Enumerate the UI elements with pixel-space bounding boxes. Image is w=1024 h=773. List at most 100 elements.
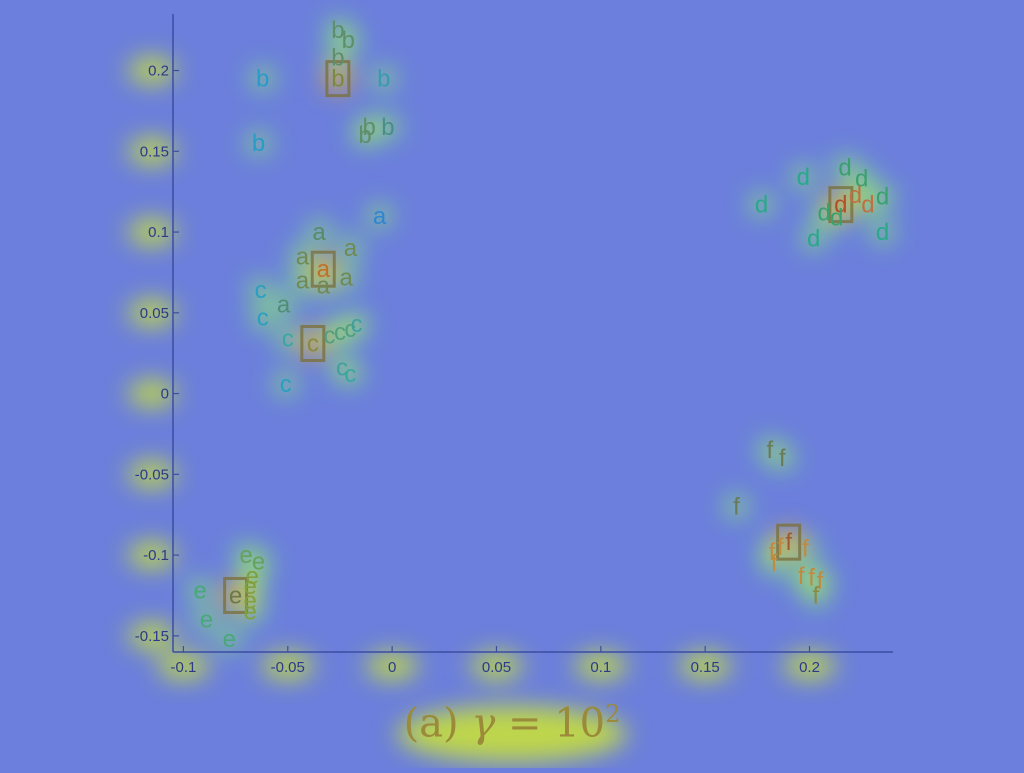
heat-blob (298, 329, 327, 358)
point-label-c: c (336, 355, 348, 382)
heat-blob (128, 218, 176, 247)
heat-blob (727, 497, 746, 516)
heat-blob (339, 30, 358, 49)
point-label-e: e (239, 542, 252, 569)
y-tick-label: -0.05 (135, 466, 169, 483)
point-label-d: d (849, 182, 862, 209)
highlight-box (776, 523, 802, 561)
heat-blob (278, 329, 297, 348)
x-tick-label: 0.05 (482, 659, 511, 676)
point-label-d: d (830, 205, 843, 232)
heat-blob (804, 229, 823, 248)
point-label-c: c (351, 311, 363, 338)
heat-blob (293, 247, 312, 266)
point-label-f: f (812, 582, 819, 609)
point-label-b: b (362, 114, 375, 141)
heat-blob (337, 268, 356, 287)
heat-blob (221, 581, 250, 610)
caption-prefix: (a) (403, 700, 472, 747)
point-label-b: b (252, 130, 265, 157)
point-label-e: e (252, 549, 265, 576)
x-tick-label: 0.2 (799, 659, 820, 676)
point-label-e: e (244, 573, 257, 600)
point-label-a: a (296, 243, 310, 270)
heat-blob (323, 64, 352, 93)
heat-blob (128, 379, 176, 408)
y-tick-label: 0 (161, 386, 169, 403)
y-tick-label: 0.15 (140, 143, 169, 160)
point-label-c: c (280, 371, 292, 398)
point-label-a: a (373, 203, 387, 230)
point-label-f: f (769, 539, 776, 566)
point-label-e: e (246, 563, 259, 590)
point-label-d: d (876, 219, 889, 246)
highlight-box (300, 324, 326, 362)
heat-blob (128, 460, 176, 489)
caption-exponent: 2 (605, 700, 621, 728)
point-label-f: f (817, 568, 824, 595)
heat-blob (341, 365, 360, 384)
caption-symbol: γ (471, 700, 496, 747)
point-label-f: f (767, 437, 774, 464)
x-tick-label: 0.1 (590, 659, 611, 676)
point-label-d: d (755, 192, 768, 219)
heat-blob (128, 621, 176, 650)
highlight-box (325, 60, 351, 98)
point-label-a: a (317, 272, 331, 299)
heat-blob (128, 56, 176, 85)
heat-blob (366, 652, 419, 680)
heat-blob (128, 298, 176, 327)
heat-blob (774, 528, 803, 557)
point-label-b: b (381, 114, 394, 141)
highlight-box (828, 186, 854, 224)
caption-base: 10 (554, 700, 606, 747)
heat-blob (274, 295, 293, 314)
point-label-f: f (779, 445, 786, 472)
heat-blob (309, 255, 338, 284)
point-label-c: c (282, 326, 294, 353)
heat-blob (251, 281, 270, 300)
heat-blob (752, 195, 771, 214)
point-label-d: d (838, 154, 851, 181)
point-label-b: b (358, 122, 371, 149)
heat-blob (249, 134, 268, 153)
chart-axes: -0.1 -0.05 0 0.05 0.1 0.15 0.2-0.15-0.1-0.0500… (135, 14, 893, 676)
point-label-a: a (344, 235, 358, 262)
point-label-e: e (223, 626, 236, 653)
heat-blob (310, 223, 329, 242)
point-label-b: b (331, 17, 344, 44)
heat-blob (374, 69, 393, 88)
heat-blob (341, 239, 360, 258)
y-tick-label: 0.2 (148, 63, 169, 80)
point-label-f: f (798, 563, 805, 590)
heat-blob (356, 126, 374, 145)
heat-blob (773, 449, 792, 468)
point-label-d: d (861, 192, 874, 219)
heat-blob (826, 190, 855, 219)
point-label-f: f (733, 494, 740, 521)
highlight-box (223, 576, 249, 614)
heat-blob (157, 652, 210, 680)
heat-blob (783, 652, 836, 680)
point-label-f: f (785, 529, 792, 556)
heat-blob (378, 118, 397, 137)
heat-blob (370, 206, 389, 225)
point-label-a: a (340, 264, 354, 291)
point-label-b: b (331, 45, 344, 72)
point-label-c: c (307, 330, 319, 357)
heat-blob (253, 69, 272, 88)
point-label-f: f (771, 550, 778, 577)
heat-blob (276, 374, 295, 393)
point-label-a: a (317, 256, 331, 283)
point-label-b: b (377, 66, 390, 93)
heat-blob (806, 586, 825, 605)
point-label-b: b (342, 27, 355, 54)
point-label-d: d (855, 166, 868, 193)
point-label-a: a (312, 219, 326, 246)
point-label-f: f (777, 534, 784, 561)
point-label-e: e (229, 582, 242, 609)
point-label-e: e (244, 599, 257, 626)
point-label-e: e (244, 587, 257, 614)
point-label-a: a (277, 292, 291, 319)
heat-blob (197, 610, 216, 629)
